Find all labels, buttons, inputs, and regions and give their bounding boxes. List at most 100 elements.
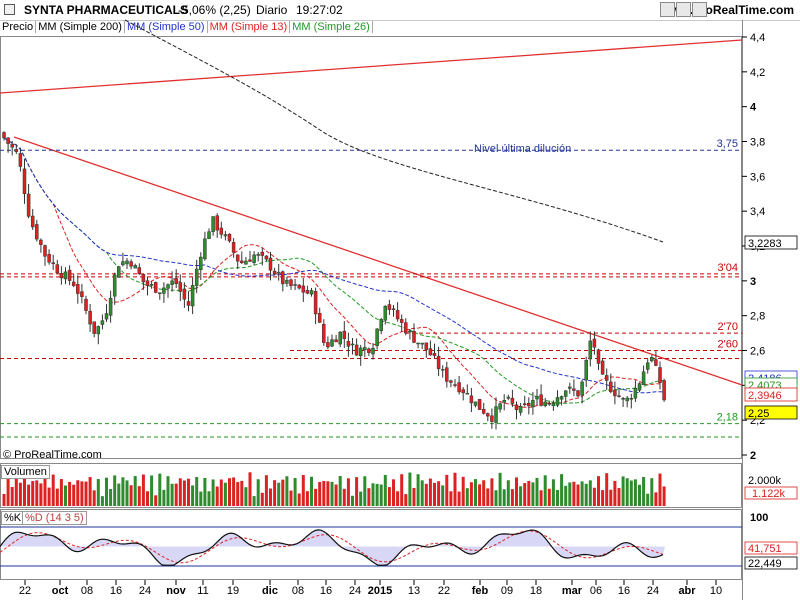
minimize-icon[interactable] (676, 2, 691, 17)
volume-bar (592, 487, 596, 506)
candle-body (502, 400, 506, 403)
volume-bar (613, 480, 617, 506)
volume-bar (23, 478, 26, 506)
settings-icon[interactable] (660, 2, 675, 17)
candle-body (662, 380, 666, 401)
close-icon[interactable] (692, 2, 707, 17)
volume-bar (35, 480, 39, 506)
candle-body (641, 371, 646, 386)
volume-bar (437, 481, 441, 506)
volume-bar (363, 476, 367, 506)
volume-bar (240, 480, 244, 506)
candle-body (174, 278, 178, 284)
candle-body (354, 344, 359, 356)
stoch-panel-label-k[interactable]: %K (1, 511, 25, 525)
price-panel-frame (0, 36, 742, 459)
volume-bar (449, 491, 453, 506)
candle-body (535, 395, 539, 400)
volume-bar (633, 479, 637, 506)
stoch-value-d: 41,751 (748, 543, 782, 555)
volume-bar (420, 480, 424, 506)
candle-body (588, 340, 593, 360)
candle-body (395, 310, 400, 320)
price-tick-label: 3,4 (750, 206, 765, 218)
volume-bar (383, 474, 387, 506)
volume-bar (621, 476, 625, 506)
volume-bar (584, 483, 588, 506)
legend-price[interactable]: Precio (0, 21, 37, 33)
volume-bar (338, 476, 342, 506)
volume-bar (43, 475, 47, 506)
volume-bar (617, 488, 621, 506)
volume-bar (64, 485, 67, 506)
volume-bar (486, 488, 490, 506)
volume-bar (273, 480, 277, 506)
candle-body (531, 400, 535, 408)
candle-body (215, 215, 219, 231)
menu-icon[interactable] (4, 4, 15, 15)
stoch-panel-label-d[interactable]: %D (14 3 5) (22, 511, 87, 525)
volume-bar (146, 491, 149, 506)
time-tick-label: 11 (197, 585, 208, 597)
candle-body (63, 271, 68, 280)
time-tick-label: 24 (349, 585, 361, 597)
candle-body (162, 287, 166, 294)
ma26-line (3, 137, 665, 404)
time-tick-label: dic (262, 585, 278, 597)
ma50-line (3, 137, 665, 394)
volume-bar (51, 474, 55, 506)
price-tick-label: 2 (750, 450, 756, 462)
candle-body (137, 267, 142, 275)
volume-bar (285, 476, 289, 506)
candle-body (268, 257, 273, 271)
volume-bar (441, 485, 445, 506)
volume-bar (482, 480, 486, 506)
volume-bar (72, 484, 76, 506)
volume-bar (334, 484, 338, 506)
ma200-line (124, 19, 664, 243)
candle-body (469, 395, 474, 404)
volume-bar (654, 492, 658, 506)
volume-bar (490, 478, 494, 506)
volume-bar (281, 479, 285, 506)
volume-bar (580, 481, 584, 506)
candle-body (645, 362, 650, 370)
volume-panel-label[interactable]: Volumen (1, 465, 50, 479)
candle-body (182, 288, 187, 300)
candle-body (30, 215, 35, 228)
legend-ma50[interactable]: MM (Simple 50) (125, 21, 208, 33)
volume-bar (154, 495, 158, 506)
volume-bar (256, 479, 260, 506)
legend-ma26[interactable]: MM (Simple 26) (290, 21, 373, 33)
candle-body (76, 284, 80, 294)
legend-ma13[interactable]: MM (Simple 13) (208, 21, 291, 33)
candle-body (633, 388, 638, 399)
price-label-value: 3,2283 (748, 238, 782, 250)
volume-bar (84, 481, 88, 506)
volume-bar (445, 474, 449, 506)
time-tick-label: 2015 (368, 585, 392, 597)
candle-body (654, 359, 658, 366)
volume-bar (330, 481, 334, 506)
candle-body (170, 280, 174, 285)
volume-bar (502, 489, 506, 506)
time-tick-label: 24 (647, 585, 659, 597)
volume-bar (625, 478, 629, 506)
volume-bar (88, 477, 92, 506)
volume-bar (351, 495, 354, 506)
volume-bar (416, 474, 420, 506)
volume-bar (535, 477, 539, 506)
candle-body (35, 224, 39, 240)
volume-bar (55, 488, 59, 506)
candle-body (51, 262, 55, 264)
candle-body (272, 270, 277, 275)
level-label: 2,18 (717, 412, 738, 424)
volume-bar (211, 479, 215, 506)
candle-body (309, 290, 314, 295)
volume-bar (404, 494, 408, 506)
candle-body (71, 281, 76, 286)
legend-ma200[interactable]: MM (Simple 200) (36, 21, 125, 33)
candle-body (600, 360, 605, 375)
candle-body (637, 383, 642, 391)
